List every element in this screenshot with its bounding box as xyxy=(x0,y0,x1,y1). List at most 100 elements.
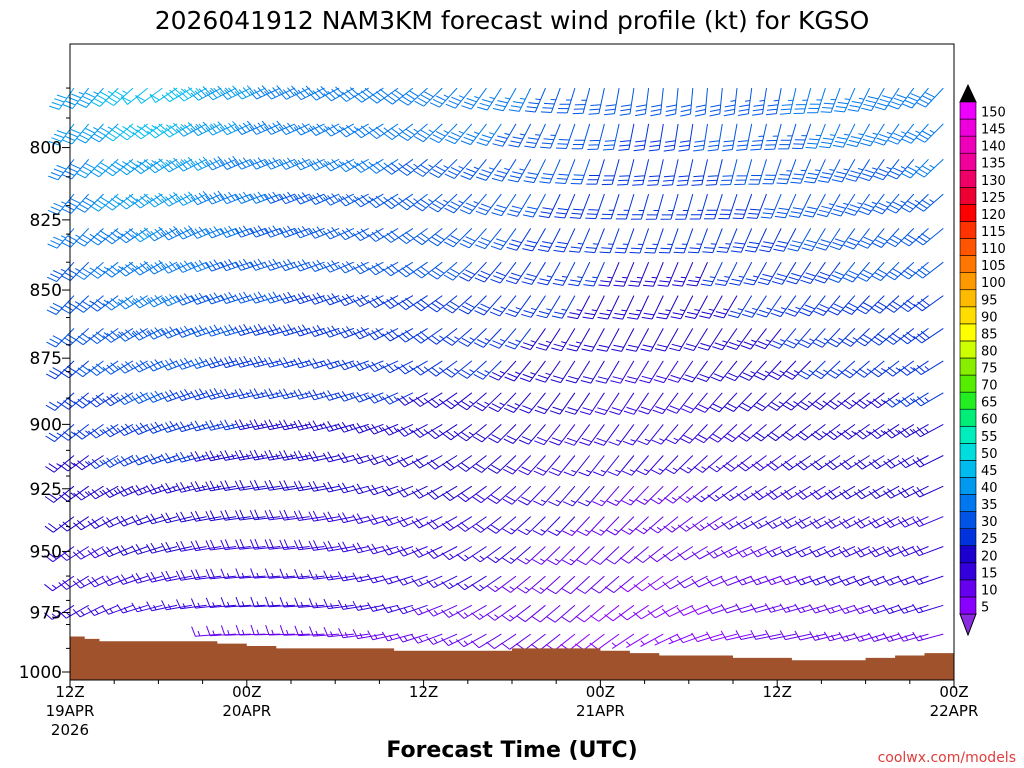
wind-barb xyxy=(381,485,414,497)
wind-barb xyxy=(72,546,104,560)
wind-barb xyxy=(694,424,723,444)
wind-barb xyxy=(426,633,458,645)
wind-barb xyxy=(429,87,458,108)
colorbar-max-arrow xyxy=(959,83,977,103)
x-tick-label: 21APR xyxy=(576,702,625,720)
wind-barb xyxy=(611,328,635,352)
wind-barb xyxy=(768,360,797,381)
wind-barb xyxy=(724,392,753,412)
wind-barb xyxy=(396,633,428,643)
y-tick-label: 875 xyxy=(30,349,62,369)
wind-barb xyxy=(827,328,856,348)
wind-barb xyxy=(886,193,915,214)
wind-barb xyxy=(524,123,546,149)
wind-barb xyxy=(550,360,576,384)
wind-barb xyxy=(89,261,119,279)
wind-barb xyxy=(87,455,119,470)
wind-barb xyxy=(743,261,767,286)
wind-barb xyxy=(608,424,635,446)
wind-barb xyxy=(234,419,266,431)
wind-barb xyxy=(504,328,532,350)
wind-barb xyxy=(149,87,178,104)
wind-barb xyxy=(234,191,266,204)
wind-barb xyxy=(667,360,694,383)
wind-barb xyxy=(323,226,355,240)
wind-barb xyxy=(658,228,679,254)
wind-barb xyxy=(630,193,650,220)
wind-barb xyxy=(516,633,546,651)
wind-barb xyxy=(706,546,738,559)
wind-barb xyxy=(577,485,605,507)
wind-barb xyxy=(737,424,767,442)
wind-barb xyxy=(902,87,929,109)
wind-barb xyxy=(397,261,428,278)
wind-barb xyxy=(205,480,237,492)
wind-barb xyxy=(693,455,723,473)
colorbar-label: 45 xyxy=(981,464,998,479)
wind-barb xyxy=(102,485,134,498)
wind-barb xyxy=(367,193,399,209)
wind-barb xyxy=(898,392,929,408)
wind-barb xyxy=(116,455,148,467)
wind-barb xyxy=(823,546,856,558)
wind-barb xyxy=(88,360,119,376)
wind-barb xyxy=(746,193,767,219)
wind-barb xyxy=(220,568,251,579)
wind-barb xyxy=(562,516,591,537)
wind-barb xyxy=(220,625,251,636)
wind-barb xyxy=(441,455,473,471)
wind-barb xyxy=(456,485,487,503)
wind-barb xyxy=(367,295,399,309)
wind-barb xyxy=(824,485,856,500)
wind-barb xyxy=(264,449,296,461)
wind-barb xyxy=(191,626,222,637)
wind-barb xyxy=(383,158,414,175)
wind-barb xyxy=(367,392,399,404)
wind-barb xyxy=(531,604,561,623)
wind-barb xyxy=(537,261,561,286)
wind-barb xyxy=(787,228,812,252)
wind-barb xyxy=(352,261,384,275)
y-tick-label: 925 xyxy=(30,480,62,500)
wind-barb xyxy=(779,516,811,529)
wind-barb xyxy=(190,510,222,522)
wind-barb xyxy=(647,159,664,186)
wind-barb xyxy=(669,328,694,352)
wind-barb xyxy=(308,569,340,580)
wind-barb xyxy=(812,328,841,348)
wind-barb xyxy=(491,159,517,182)
wind-barb xyxy=(367,543,399,555)
wind-barb xyxy=(323,570,354,581)
wind-barb xyxy=(249,509,281,521)
colorbar-swatch xyxy=(959,357,977,376)
wind-barb xyxy=(220,509,251,521)
wind-barb xyxy=(882,516,915,529)
wind-barb xyxy=(898,360,929,376)
wind-barb xyxy=(634,546,664,564)
wind-barb xyxy=(381,423,414,436)
wind-barb xyxy=(750,516,782,530)
wind-barb xyxy=(503,424,532,444)
wind-barb xyxy=(585,193,605,220)
wind-barb xyxy=(752,88,767,116)
wind-barb xyxy=(367,602,399,612)
wind-barb xyxy=(860,123,885,147)
wind-barb xyxy=(472,485,502,504)
wind-barb xyxy=(308,540,340,551)
wind-barb xyxy=(590,546,620,565)
wind-barb xyxy=(816,193,841,218)
wind-barb xyxy=(819,123,841,149)
x-tick-label: 20APR xyxy=(222,702,271,720)
wind-barb xyxy=(649,516,679,534)
wind-barb xyxy=(565,360,591,384)
wind-barb xyxy=(694,88,708,117)
wind-barb xyxy=(675,193,694,220)
wind-barb xyxy=(657,262,679,287)
wind-barb xyxy=(596,328,620,352)
wind-barb xyxy=(278,225,310,238)
wind-barb xyxy=(443,228,473,248)
wind-barb xyxy=(477,87,502,111)
wind-barb xyxy=(606,485,635,506)
wind-barb xyxy=(190,540,222,552)
wind-barb xyxy=(664,485,694,504)
